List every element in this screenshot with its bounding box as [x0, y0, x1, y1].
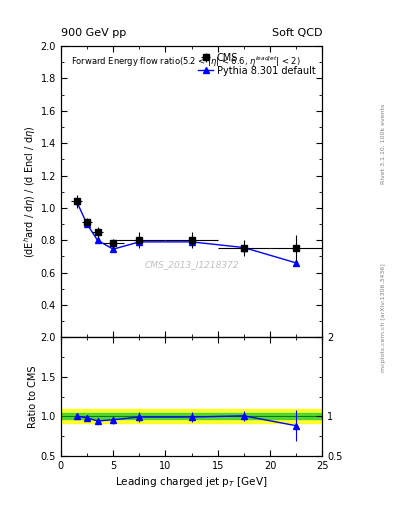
Bar	[61, 409, 322, 422]
Bar	[61, 414, 322, 419]
Text: 900 GeV pp: 900 GeV pp	[61, 28, 126, 38]
Text: CMS_2013_I1218372: CMS_2013_I1218372	[144, 260, 239, 269]
Legend: CMS, Pythia 8.301 default: CMS, Pythia 8.301 default	[196, 51, 318, 78]
Text: Forward Energy flow ratio(5.2 < $|\eta|$ < 6.6, $\eta^{leadjet}$| < 2): Forward Energy flow ratio(5.2 < $|\eta|$…	[72, 55, 301, 69]
Text: Soft QCD: Soft QCD	[272, 28, 322, 38]
Y-axis label: Ratio to CMS: Ratio to CMS	[28, 365, 38, 428]
Text: mcplots.cern.ch [arXiv:1306.3436]: mcplots.cern.ch [arXiv:1306.3436]	[381, 263, 386, 372]
Text: Rivet 3.1.10, 100k events: Rivet 3.1.10, 100k events	[381, 103, 386, 183]
X-axis label: Leading charged jet p$_{T}$ [GeV]: Leading charged jet p$_{T}$ [GeV]	[116, 475, 268, 489]
Y-axis label: (dE$^{h}$ard / d$\eta$) / (d Encl / d$\eta$): (dE$^{h}$ard / d$\eta$) / (d Encl / d$\e…	[22, 125, 38, 258]
